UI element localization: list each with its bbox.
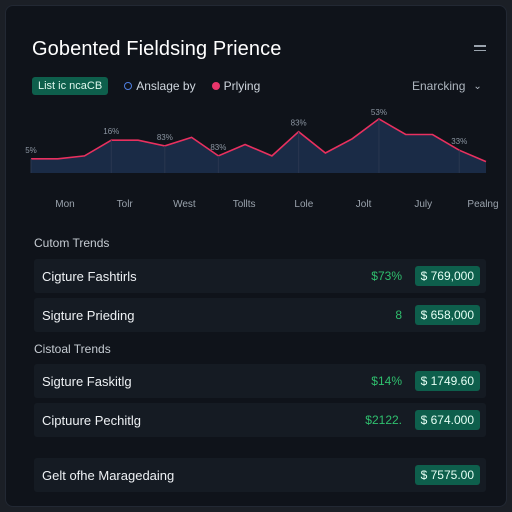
row-percent: $2122. [365, 413, 402, 427]
x-tick-label: Mon [55, 199, 74, 210]
legend-item-prlying[interactable]: Prlying [211, 79, 261, 93]
section-title: Cutom Trends [34, 236, 110, 250]
chart-point-label: 33% [451, 137, 467, 146]
row-label: Cigture Fashtirls [42, 269, 137, 284]
x-tick-label: July [414, 199, 432, 210]
chart-point-label: 83% [210, 143, 226, 152]
dropdown-label: Enarcking [412, 79, 466, 93]
legend-pill[interactable]: List ic ncaCB [32, 77, 109, 95]
x-tick-label: Tollts [233, 199, 256, 210]
hamburger-icon[interactable] [474, 45, 486, 53]
chart-point-label: 16% [103, 127, 119, 136]
legend-item-anslage[interactable]: Anslage by [124, 79, 196, 93]
page-title: Gobented Fieldsing Prience [32, 38, 282, 60]
chart-legend: List ic ncaCB Anslage by Prlying [32, 77, 260, 95]
list-item[interactable]: Ciptuure Pechitlg $2122. $ 674.000 [34, 403, 486, 437]
chart-point-label: 5% [25, 146, 37, 155]
row-label: Gelt ofhe Maragedaing [42, 468, 175, 483]
row-percent: $73% [371, 269, 402, 283]
x-tick-label: Lole [294, 199, 313, 210]
legend-dot-pink-icon [211, 82, 220, 90]
section-title: Cistoal Trends [34, 342, 111, 356]
legend-dot-blue-icon [124, 82, 133, 90]
chart-point-label: 83% [291, 119, 307, 128]
list-item[interactable]: Sigture Faskitlg $14% $ 1749.60 [34, 364, 486, 398]
footer-row[interactable]: Gelt ofhe Maragedaing $ 7575.00 [34, 458, 486, 492]
row-label: Ciptuure Pechitlg [42, 413, 141, 428]
x-tick-label: West [173, 199, 196, 210]
dashboard-panel: Gobented Fieldsing Prience List ic ncaCB… [5, 5, 507, 507]
trend-chart: 5% 16% 83% 83% 83% 53% 33% Mon Tolr West Tollts Lol… [25, 108, 498, 210]
row-label: Sigture Prieding [42, 308, 135, 323]
row-percent: $14% [371, 374, 402, 388]
legend-label: Prlying [223, 79, 261, 93]
x-tick-label: Jolt [356, 199, 372, 210]
x-tick-label: Tolr [117, 199, 134, 210]
row-value-badge[interactable]: $ 1749.60 [414, 371, 480, 391]
row-value-badge[interactable]: $ 674.000 [414, 410, 480, 430]
list-item[interactable]: Cigture Fashtirls $73% $ 769,000 [34, 259, 486, 293]
row-label: Sigture Faskitlg [42, 374, 132, 389]
chart-line [31, 117, 487, 163]
chart-point-label: 83% [157, 133, 173, 142]
list-item[interactable]: Sigture Prieding 8 $ 658,000 [34, 298, 486, 332]
row-value-badge[interactable]: $ 7575.00 [414, 465, 480, 485]
x-tick-label: Pealng [467, 199, 498, 210]
row-value-badge[interactable]: $ 658,000 [414, 305, 480, 325]
row-percent: 8 [395, 308, 402, 322]
chevron-down-icon: ⌄ [473, 80, 482, 92]
chart-area [31, 118, 486, 173]
row-value-badge[interactable]: $ 769,000 [414, 266, 480, 286]
chart-point-label: 53% [371, 108, 387, 117]
legend-label: Anslage by [136, 79, 196, 93]
range-dropdown[interactable]: Enarcking ⌄ [412, 79, 482, 93]
